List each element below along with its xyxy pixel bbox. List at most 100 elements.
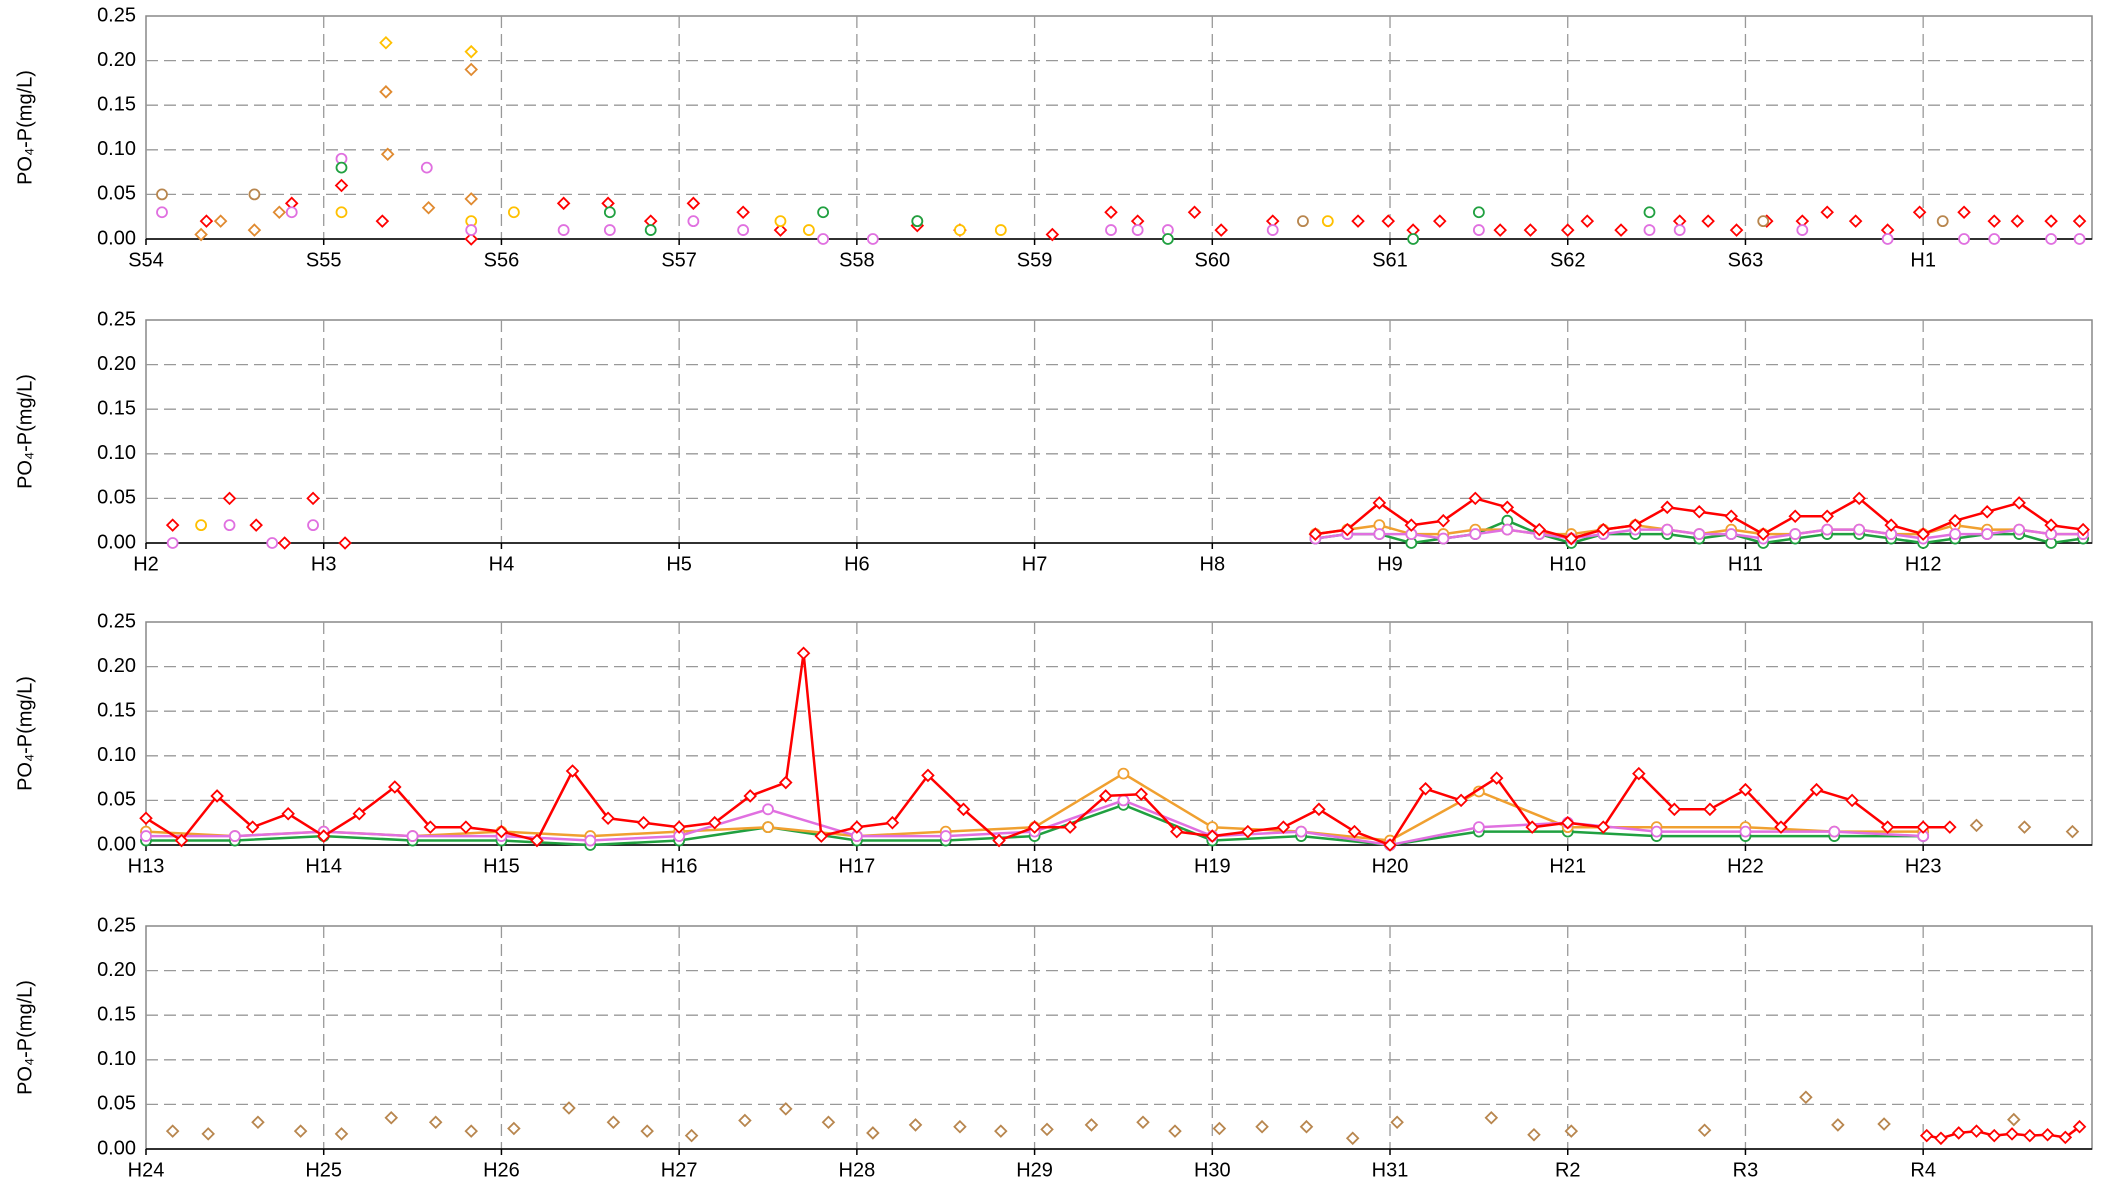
data-point (2040, 1127, 2055, 1142)
data-point (1169, 824, 1184, 839)
data-point (281, 807, 295, 821)
data-point (866, 233, 879, 245)
data-point (1756, 527, 1770, 541)
data-point (1596, 522, 1611, 537)
data-point (636, 815, 651, 830)
data-point (1614, 223, 1628, 237)
data-point (779, 775, 793, 790)
data-point (423, 820, 438, 834)
y-axis-label: PO₄-P(mg/L) (14, 676, 36, 791)
data-point (866, 1126, 880, 1140)
data-point (251, 1115, 265, 1130)
data-point (1321, 215, 1334, 228)
data-point (1436, 513, 1451, 528)
data-point (494, 824, 509, 839)
data-point (779, 1102, 793, 1116)
data-point (247, 223, 262, 237)
data-point (1523, 223, 1538, 237)
plot-area (145, 621, 2093, 846)
x-tick-label: S57 (661, 249, 697, 271)
data-point (2065, 824, 2080, 839)
data-point (1628, 518, 1643, 532)
data-point (464, 62, 478, 77)
data-point (1916, 820, 1930, 834)
data-point (1472, 206, 1485, 219)
data-point (1701, 214, 1715, 228)
data-point (939, 830, 952, 842)
x-tick-label: H12 (1905, 553, 1942, 575)
data-point (380, 147, 395, 162)
data-point (1131, 224, 1144, 236)
data-point (249, 518, 263, 532)
data-point (1063, 820, 1077, 834)
data-point (1724, 509, 1739, 524)
data-point (1312, 802, 1326, 817)
y-tick-label: 0.00 (97, 833, 136, 855)
data-point (1643, 224, 1656, 236)
data-point (165, 518, 180, 532)
data-point (222, 491, 237, 506)
data-point (1661, 523, 1674, 536)
data-point (1340, 522, 1355, 537)
data-point (248, 188, 261, 201)
data-point (908, 1118, 923, 1132)
x-tick-label: H4 (489, 553, 515, 575)
data-point (1788, 509, 1802, 524)
data-point (1987, 1128, 2002, 1143)
data-point (1881, 233, 1894, 245)
data-point (1212, 1121, 1227, 1136)
data-point (1949, 528, 1962, 540)
x-tick-label: R2 (1555, 1159, 1581, 1181)
data-point (140, 830, 152, 842)
x-tick-label: H17 (839, 855, 876, 877)
data-point (1084, 1118, 1099, 1132)
data-point (1501, 523, 1514, 536)
data-point (379, 35, 393, 50)
data-point (603, 224, 616, 236)
y-tick-label: 0.20 (97, 353, 136, 375)
data-point (1308, 527, 1323, 541)
y-tick-label: 0.15 (97, 1003, 136, 1025)
data-point (1117, 794, 1130, 807)
data-point (1799, 1090, 1813, 1105)
data-point (464, 232, 478, 246)
data-point (156, 188, 168, 201)
data-point (285, 206, 298, 219)
x-tick-label: H8 (1200, 553, 1226, 575)
x-tick-label: H24 (128, 1159, 165, 1181)
y-axis-label: PO₄-P(mg/L) (14, 374, 36, 489)
data-point (1299, 1119, 1314, 1134)
data-point (379, 85, 393, 99)
data-point (1796, 224, 1809, 236)
data-point (817, 233, 830, 245)
data-point (1187, 205, 1202, 220)
data-point (1098, 789, 1113, 803)
data-point (1493, 223, 1507, 237)
data-point (992, 833, 1006, 848)
data-point (1560, 223, 1575, 237)
data-point (1697, 1123, 1712, 1138)
x-tick-label: H26 (483, 1159, 520, 1181)
y-tick-label: 0.10 (97, 442, 136, 464)
data-point (1105, 224, 1117, 236)
data-point (556, 196, 571, 211)
data-point (316, 829, 331, 843)
data-point (1650, 825, 1663, 838)
data-point (1692, 505, 1707, 519)
data-point (885, 815, 900, 830)
data-point (1205, 829, 1220, 843)
y-tick-label: 0.10 (97, 138, 136, 160)
data-point (1134, 787, 1148, 801)
data-point (1532, 522, 1547, 537)
data-point (817, 206, 830, 219)
data-point (687, 215, 700, 228)
data-point (335, 161, 348, 174)
x-tick-label: H1 (1910, 249, 1936, 271)
data-point (1390, 1115, 1404, 1130)
y-tick-label: 0.10 (97, 744, 136, 766)
x-tick-label: H7 (1022, 553, 1048, 575)
data-point (1738, 782, 1753, 797)
x-tick-label: H3 (311, 553, 337, 575)
x-tick-label: H31 (1372, 1159, 1409, 1181)
data-point (921, 768, 935, 783)
